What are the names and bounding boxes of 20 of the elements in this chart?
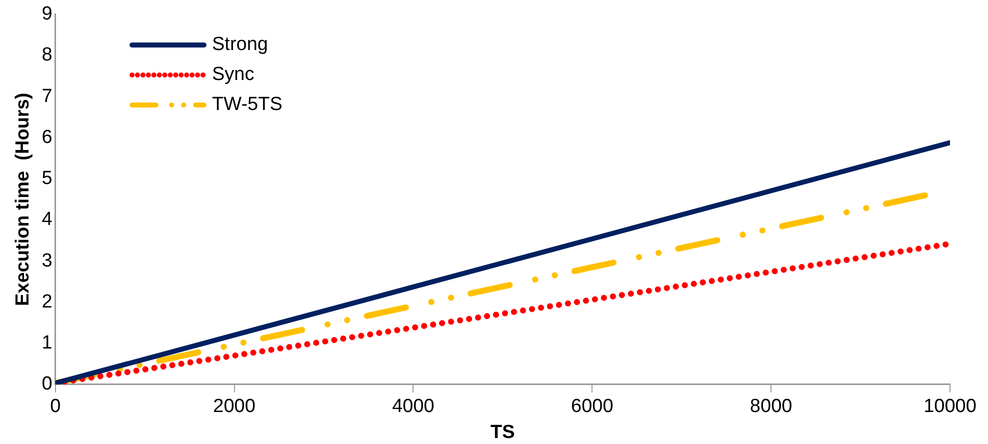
legend-label: Sync — [212, 64, 254, 86]
legend-label: TW-5TS — [212, 94, 282, 116]
y-tick-label: 6 — [42, 126, 52, 148]
x-tick-label: 10000 — [924, 396, 976, 418]
y-tick-label: 4 — [42, 209, 53, 230]
y-tick-label: 7 — [42, 86, 52, 107]
y-axis-title: Execution time (Hours) — [12, 92, 34, 306]
y-tick-label: 8 — [42, 44, 52, 66]
y-tick-label: 3 — [42, 250, 52, 272]
x-tick-label: 8000 — [750, 396, 792, 418]
y-tick-label: 0 — [42, 374, 52, 395]
y-tick-label: 9 — [42, 4, 52, 25]
y-tick-label: 2 — [42, 291, 52, 312]
x-axis-title: TS — [490, 422, 515, 443]
x-tick-label: 4000 — [392, 396, 434, 418]
y-tick-label: 1 — [42, 332, 52, 354]
y-tick-label: 5 — [42, 168, 52, 190]
x-tick-label: 6000 — [571, 396, 614, 418]
legend-label: Strong — [212, 34, 268, 56]
x-tick-label: 2000 — [213, 396, 256, 418]
